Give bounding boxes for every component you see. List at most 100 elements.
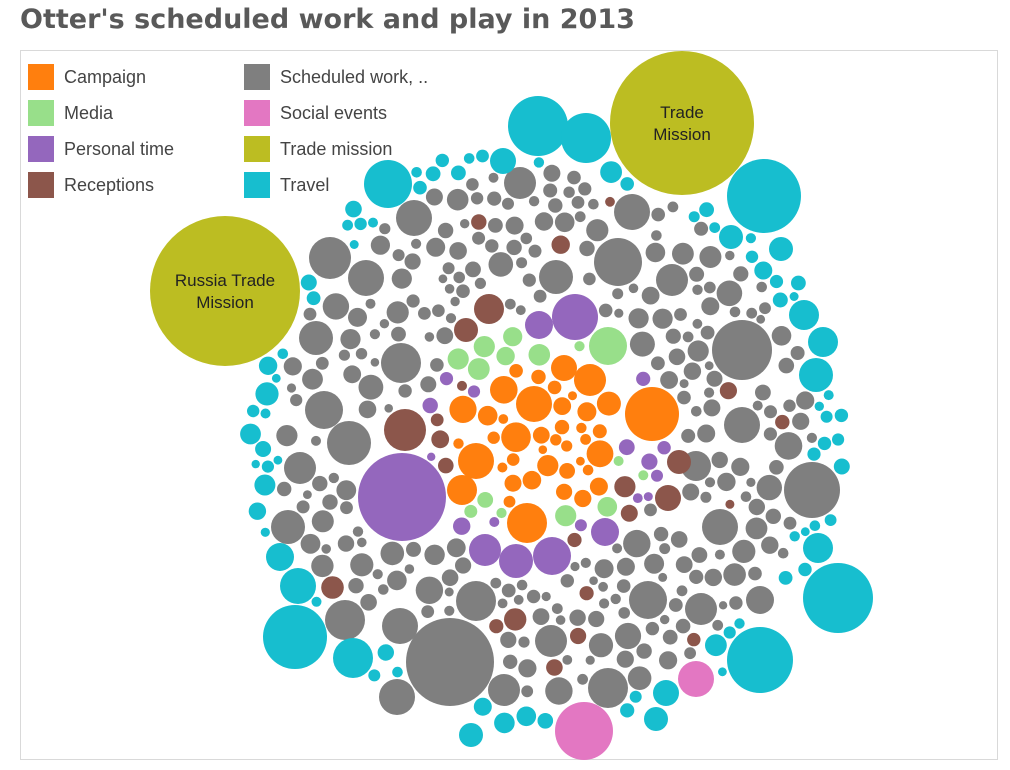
bubble-work[interactable] bbox=[404, 253, 421, 270]
bubble-work[interactable] bbox=[488, 218, 503, 233]
bubble-receptions[interactable] bbox=[431, 430, 450, 449]
bubble-travel[interactable] bbox=[258, 356, 278, 375]
bubble-travel[interactable] bbox=[769, 274, 784, 289]
bubble-receptions[interactable] bbox=[725, 499, 735, 509]
bubble-work[interactable] bbox=[748, 498, 765, 516]
bubble-work[interactable] bbox=[418, 307, 431, 320]
bubble-work[interactable] bbox=[381, 343, 421, 383]
bubble-work[interactable] bbox=[585, 655, 595, 665]
bubble-work[interactable] bbox=[503, 654, 518, 669]
bubble-work[interactable] bbox=[651, 356, 665, 371]
bubble-work[interactable] bbox=[286, 383, 297, 393]
bubble-work[interactable] bbox=[340, 329, 361, 350]
bubble-campaign[interactable] bbox=[550, 434, 562, 446]
bubble-work[interactable] bbox=[769, 460, 784, 475]
bubble-work[interactable] bbox=[729, 596, 743, 610]
bubble-work[interactable] bbox=[474, 277, 486, 289]
bubble-work[interactable] bbox=[616, 650, 634, 668]
bubble-work[interactable] bbox=[406, 541, 421, 557]
bubble-travel[interactable] bbox=[727, 159, 801, 233]
bubble-travel[interactable] bbox=[745, 233, 757, 244]
bubble-campaign[interactable] bbox=[586, 440, 614, 468]
bubble-receptions[interactable] bbox=[551, 235, 570, 254]
bubble-work[interactable] bbox=[432, 304, 445, 318]
bubble-travel[interactable] bbox=[834, 408, 849, 423]
bubble-work[interactable] bbox=[697, 424, 716, 443]
bubble-work[interactable] bbox=[518, 659, 537, 678]
bubble-campaign[interactable] bbox=[497, 462, 508, 473]
bubble-work[interactable] bbox=[450, 296, 460, 307]
bubble-work[interactable] bbox=[774, 432, 803, 460]
bubble-work[interactable] bbox=[676, 585, 688, 597]
bubble-work[interactable] bbox=[311, 510, 334, 533]
bubble-work[interactable] bbox=[644, 503, 657, 517]
bubble-travel[interactable] bbox=[368, 669, 381, 682]
bubble-work[interactable] bbox=[765, 508, 781, 524]
bubble-receptions[interactable] bbox=[667, 450, 691, 474]
bubble-work[interactable] bbox=[455, 557, 472, 574]
bubble-travel[interactable] bbox=[345, 200, 362, 218]
bubble-work[interactable] bbox=[771, 326, 792, 346]
bubble-travel[interactable] bbox=[807, 447, 821, 461]
bubble-media[interactable] bbox=[467, 358, 490, 380]
bubble-campaign[interactable] bbox=[582, 464, 594, 476]
bubble-campaign[interactable] bbox=[625, 387, 679, 441]
bubble-campaign[interactable] bbox=[580, 434, 591, 445]
bubble-work[interactable] bbox=[456, 581, 496, 621]
bubble-work[interactable] bbox=[340, 501, 353, 515]
bubble-work[interactable] bbox=[792, 412, 810, 430]
bubble-travel[interactable] bbox=[271, 373, 281, 383]
bubble-receptions[interactable] bbox=[384, 409, 426, 451]
bubble-work[interactable] bbox=[778, 357, 795, 374]
bubble-receptions[interactable] bbox=[474, 294, 504, 324]
bubble-travel[interactable] bbox=[620, 703, 635, 718]
bubble-work[interactable] bbox=[784, 462, 840, 518]
bubble-work[interactable] bbox=[618, 607, 630, 619]
bubble-work[interactable] bbox=[806, 432, 818, 443]
bubble-work[interactable] bbox=[543, 164, 561, 182]
bubble-receptions[interactable] bbox=[438, 457, 454, 474]
bubble-work[interactable] bbox=[675, 556, 693, 573]
bubble-work[interactable] bbox=[426, 237, 446, 257]
bubble-work[interactable] bbox=[670, 531, 688, 548]
bubble-work[interactable] bbox=[436, 327, 454, 345]
bubble-work[interactable] bbox=[714, 549, 725, 560]
bubble-work[interactable] bbox=[651, 207, 665, 222]
bubble-travel[interactable] bbox=[251, 459, 260, 469]
bubble-work[interactable] bbox=[598, 581, 608, 592]
bubble-work[interactable] bbox=[598, 303, 613, 318]
legend-item-campaign[interactable]: Campaign bbox=[28, 64, 244, 90]
bubble-travel[interactable] bbox=[342, 219, 353, 231]
bubble-work[interactable] bbox=[466, 178, 479, 191]
bubble-work[interactable] bbox=[420, 376, 437, 393]
bubble-campaign[interactable] bbox=[531, 369, 546, 385]
bubble-work[interactable] bbox=[311, 435, 321, 446]
bubble-travel[interactable] bbox=[769, 237, 793, 261]
bubble-work[interactable] bbox=[667, 201, 679, 213]
bubble-work[interactable] bbox=[759, 302, 771, 315]
bubble-campaign[interactable] bbox=[477, 405, 498, 426]
bubble-work[interactable] bbox=[516, 579, 528, 591]
bubble-campaign[interactable] bbox=[538, 445, 548, 455]
bubble-travel[interactable] bbox=[833, 458, 850, 475]
bubble-work[interactable] bbox=[516, 257, 528, 269]
bubble-receptions[interactable] bbox=[775, 414, 790, 430]
bubble-work[interactable] bbox=[660, 614, 670, 625]
bubble-work[interactable] bbox=[589, 576, 598, 585]
bubble-personal[interactable] bbox=[643, 492, 653, 502]
bubble-work[interactable] bbox=[555, 615, 566, 625]
bubble-campaign[interactable] bbox=[447, 475, 477, 505]
bubble-work[interactable] bbox=[594, 559, 614, 579]
bubble-work[interactable] bbox=[612, 288, 624, 300]
bubble-work[interactable] bbox=[691, 547, 708, 563]
bubble-work[interactable] bbox=[322, 494, 338, 510]
bubble-personal[interactable] bbox=[533, 537, 571, 575]
bubble-work[interactable] bbox=[449, 242, 467, 260]
bubble-travel[interactable] bbox=[644, 707, 668, 731]
bubble-work[interactable] bbox=[311, 554, 334, 578]
bubble-work[interactable] bbox=[732, 539, 756, 564]
bubble-work[interactable] bbox=[644, 553, 665, 574]
bubble-personal[interactable] bbox=[574, 519, 587, 532]
bubble-personal[interactable] bbox=[467, 385, 481, 398]
bubble-campaign[interactable] bbox=[453, 438, 464, 449]
